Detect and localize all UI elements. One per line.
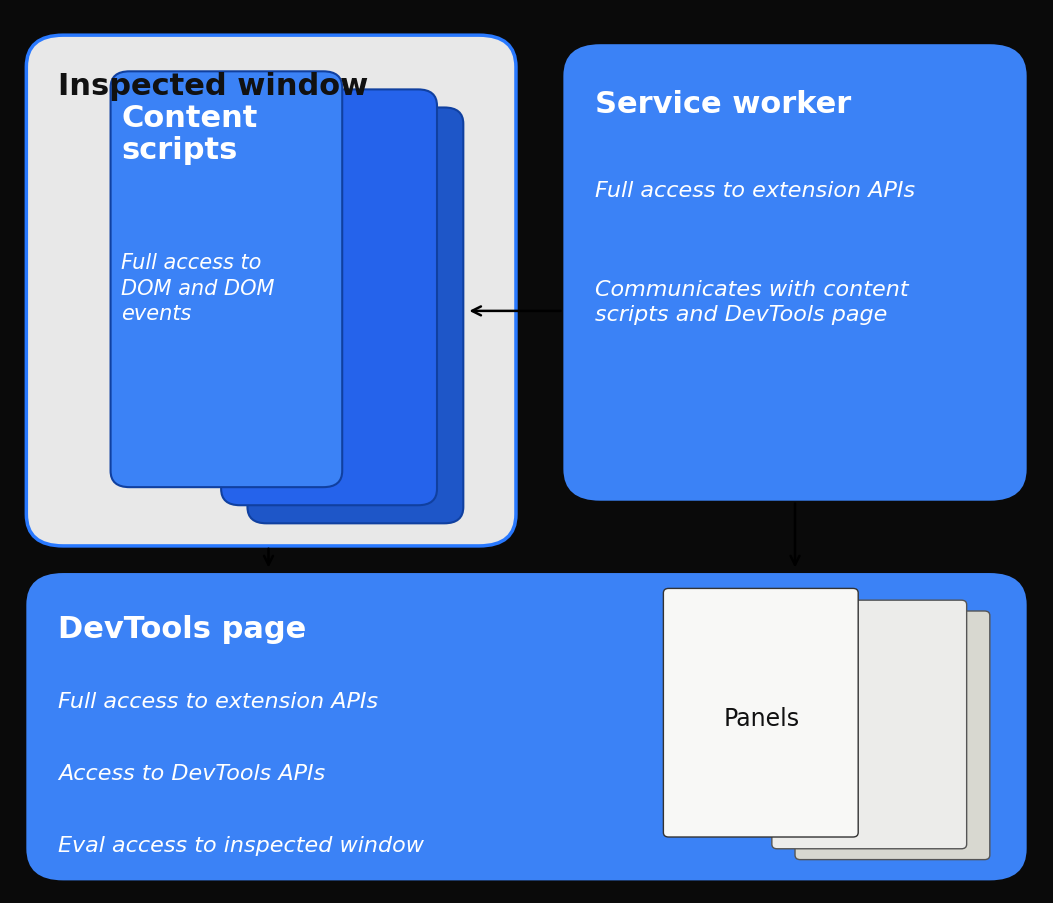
FancyBboxPatch shape [795,611,990,860]
Text: Content
scripts: Content scripts [121,104,258,165]
Text: Full access to
DOM and DOM
events: Full access to DOM and DOM events [121,253,275,324]
Text: Communicates with content
scripts and DevTools page: Communicates with content scripts and De… [595,280,909,325]
Text: DevTools page: DevTools page [58,614,306,643]
Text: Full access to extension APIs: Full access to extension APIs [595,181,915,200]
Text: Access to DevTools APIs: Access to DevTools APIs [58,763,325,783]
FancyBboxPatch shape [247,108,463,524]
Text: Inspected window: Inspected window [58,72,369,101]
Text: Eval access to inspected window: Eval access to inspected window [58,835,424,855]
Text: Full access to extension APIs: Full access to extension APIs [58,691,378,711]
FancyBboxPatch shape [26,573,1027,880]
FancyBboxPatch shape [563,45,1027,501]
FancyBboxPatch shape [663,589,858,837]
Text: Service worker: Service worker [595,90,851,119]
FancyBboxPatch shape [772,600,967,849]
FancyBboxPatch shape [26,36,516,546]
FancyBboxPatch shape [111,72,342,488]
FancyBboxPatch shape [221,90,437,506]
Text: Panels: Panels [723,706,799,730]
